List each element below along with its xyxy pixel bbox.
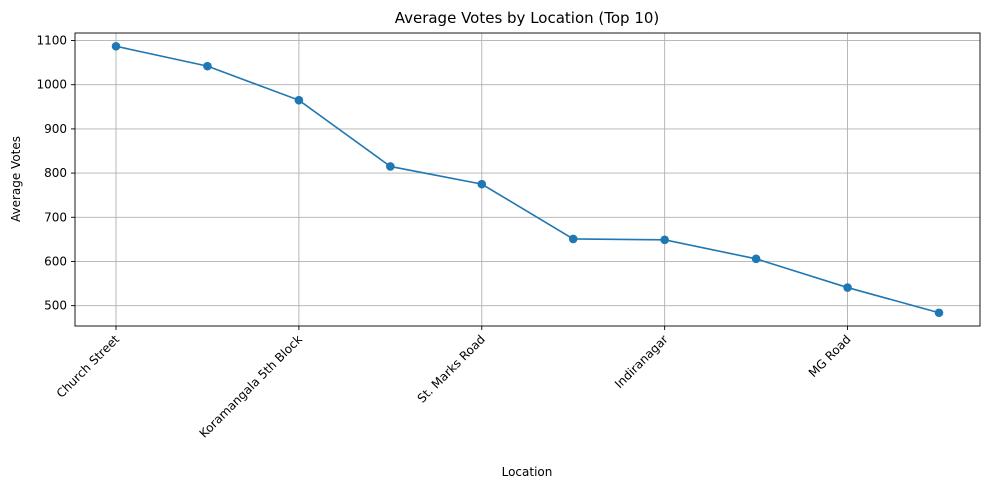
grid [75,33,980,326]
x-tick-label: Indiranagar [612,332,671,391]
x-axis-label: Location [502,465,553,479]
data-point [751,254,761,264]
data-point [203,61,212,71]
x-tick-label: Church Street [54,332,123,401]
data-point [111,41,121,51]
y-tick-label: 600 [44,254,67,268]
data-point [568,234,578,244]
y-tick-label: 500 [44,299,67,313]
y-axis-label: Average Votes [9,136,23,222]
data-point [660,235,669,245]
y-tick-label: 800 [44,166,67,180]
x-tick-label: St. Marks Road [415,332,488,405]
y-tick-label: 900 [44,122,67,136]
chart-title: Average Votes by Location (Top 10) [395,9,660,27]
data-point [934,308,944,318]
data-point [386,162,395,171]
y-tick-label: 700 [44,210,67,224]
series-average-votes [111,41,944,318]
y-tick-label: 1000 [36,78,67,92]
y-tick-label: 1100 [36,34,67,48]
series-line [115,45,940,314]
plot-frame [74,32,981,327]
data-point [294,95,304,105]
x-tick-label: Koramangala 5th Block [197,332,305,440]
data-point [843,283,852,292]
x-tick-label: MG Road [806,332,854,380]
x-axis-ticks: Church Street Koramangala 5th Block St. Ma… [54,326,854,441]
y-axis-ticks: 500 600 700 800 900 1000 1100 [36,34,75,313]
data-point [477,179,487,189]
